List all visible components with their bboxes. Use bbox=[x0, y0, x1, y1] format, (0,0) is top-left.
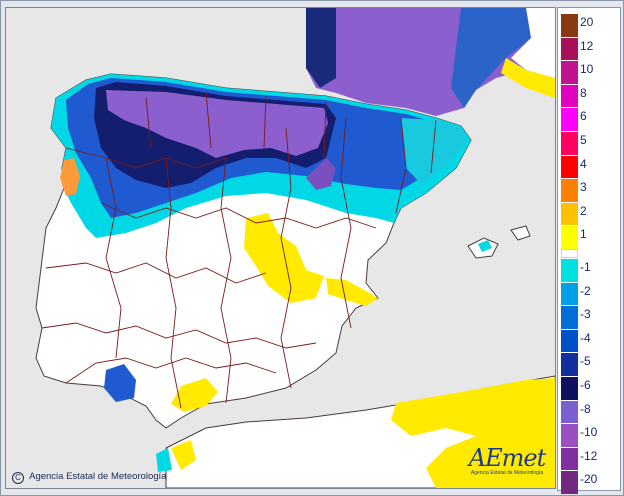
mallorca-cyan bbox=[478, 240, 492, 252]
legend-swatch bbox=[561, 108, 578, 131]
legend-label: -10 bbox=[580, 425, 598, 440]
legend-swatch bbox=[561, 306, 578, 329]
france-east-yellow bbox=[501, 58, 555, 98]
legend-label: 8 bbox=[580, 85, 587, 100]
legend-swatch bbox=[561, 132, 578, 155]
legend-swatch bbox=[561, 259, 578, 282]
france-blue-band bbox=[451, 8, 536, 108]
morocco-cyan bbox=[156, 448, 172, 472]
legend-swatch bbox=[561, 84, 578, 108]
legend-label: -12 bbox=[580, 448, 598, 463]
legend-label: -8 bbox=[580, 401, 591, 416]
map-svg bbox=[6, 8, 555, 488]
pyrenees-purple bbox=[306, 158, 336, 190]
legend-label: 3 bbox=[580, 180, 587, 195]
legend-label: 12 bbox=[580, 38, 594, 53]
legend-swatch bbox=[561, 226, 578, 249]
legend-label: 20 bbox=[580, 15, 594, 29]
temperature-anomaly-map: C Agencia Estatal de Meteorología AEmet … bbox=[5, 7, 556, 489]
legend-swatch bbox=[561, 329, 578, 353]
france-east-light bbox=[511, 8, 555, 78]
copyright-icon: C bbox=[12, 472, 24, 484]
france-dark-band bbox=[306, 8, 336, 88]
legend-swatch bbox=[561, 471, 578, 494]
aemet-wordmark: AEmet bbox=[468, 444, 546, 472]
legend-label: -1 bbox=[580, 260, 591, 274]
legend-label: 4 bbox=[580, 156, 587, 171]
legend-swatch bbox=[561, 155, 578, 179]
aemet-subtitle: Agencia Estatal de Meteorología bbox=[470, 470, 544, 476]
legend-swatch bbox=[561, 61, 578, 84]
south-yellow bbox=[171, 378, 218, 412]
legend-swatch bbox=[561, 400, 578, 424]
legend-label: -3 bbox=[580, 307, 591, 322]
legend-label: 1 bbox=[580, 227, 587, 242]
central-yellow-2 bbox=[326, 278, 378, 306]
south-west-blue bbox=[104, 364, 136, 402]
legend-swatch bbox=[561, 353, 578, 376]
legend-label: 2 bbox=[580, 203, 587, 218]
legend-label: -20 bbox=[580, 472, 598, 487]
legend-swatch bbox=[561, 447, 578, 471]
legend-swatch bbox=[561, 179, 578, 202]
legend-label: -5 bbox=[580, 354, 591, 369]
legend-label: 5 bbox=[580, 133, 587, 147]
legend-label: 10 bbox=[580, 62, 594, 77]
copyright-notice: C Agencia Estatal de Meteorología bbox=[12, 471, 166, 484]
legend-swatch bbox=[561, 202, 578, 226]
legend-swatch bbox=[561, 377, 578, 400]
aemet-logo: AEmet Agencia Estatal de Meteorología bbox=[467, 446, 547, 482]
north-africa-yellow bbox=[391, 378, 555, 488]
legend-label: -2 bbox=[580, 283, 591, 298]
legend-swatch bbox=[561, 37, 578, 61]
legend-swatch bbox=[561, 14, 578, 37]
legend-swatch bbox=[561, 424, 578, 447]
north-purple-zone bbox=[106, 90, 328, 158]
legend-label: -6 bbox=[580, 378, 591, 392]
copyright-text: Agencia Estatal de Meteorología bbox=[29, 471, 167, 482]
legend-swatch bbox=[561, 282, 578, 306]
legend-label: -4 bbox=[580, 330, 591, 345]
central-yellow-1 bbox=[244, 213, 324, 303]
legend-label: 6 bbox=[580, 109, 587, 124]
morocco-yellow bbox=[171, 440, 196, 470]
color-legend: 20 12 10 8 6 5 4 3 2 1 -1 -2 -3 -4 -5 -6 -8 -10 -12 -20 bbox=[557, 7, 621, 494]
province-borders bbox=[41, 91, 437, 409]
legend-zero-band bbox=[561, 249, 578, 258]
galicia-orange bbox=[60, 158, 80, 196]
